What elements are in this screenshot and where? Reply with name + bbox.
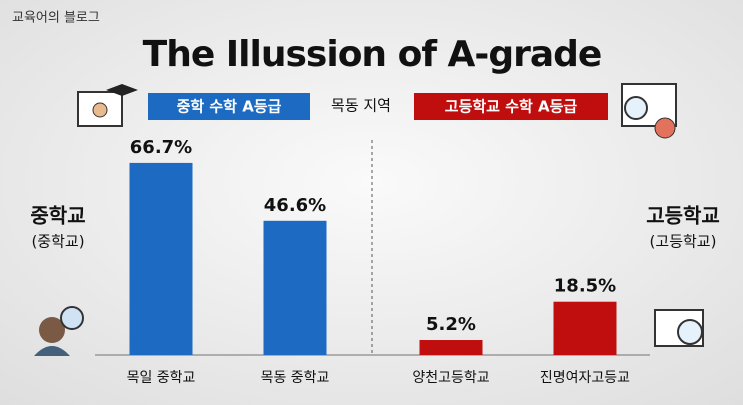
x-tick-label: 양천고등학교	[412, 370, 489, 386]
value-label: 66.7%	[130, 137, 192, 158]
value-label: 5.2%	[426, 314, 476, 335]
legend-label: 중학 수학 A등급	[177, 98, 282, 116]
bar	[553, 301, 617, 355]
value-label: 18.5%	[554, 276, 616, 297]
bar	[419, 340, 483, 355]
x-tick-label: 진명여자고등교	[540, 370, 630, 386]
bar	[263, 220, 327, 355]
side-sublabel: (고등학교)	[650, 233, 717, 251]
legend-label: 고등학교 수학 A등급	[445, 98, 578, 116]
chart-title: The Illussion of A-grade	[143, 34, 602, 75]
subtitle: 목동 지역	[331, 97, 391, 115]
icon-student	[34, 306, 84, 356]
icon-analytics	[621, 83, 677, 139]
value-label: 46.6%	[264, 195, 326, 216]
icon-report	[654, 309, 704, 347]
legend-swatch	[414, 93, 608, 120]
side-label: 중학교	[30, 204, 85, 228]
bar	[129, 162, 193, 355]
blog-name: 교육어의 블로그	[12, 11, 100, 26]
side-label: 고등학교	[646, 204, 720, 228]
x-tick-label: 목동 중학교	[261, 370, 330, 386]
legend-swatch	[148, 93, 310, 120]
side-sublabel: (중학교)	[31, 233, 84, 251]
x-tick-label: 목일 중학교	[127, 370, 196, 386]
icon-teacher	[77, 84, 138, 127]
